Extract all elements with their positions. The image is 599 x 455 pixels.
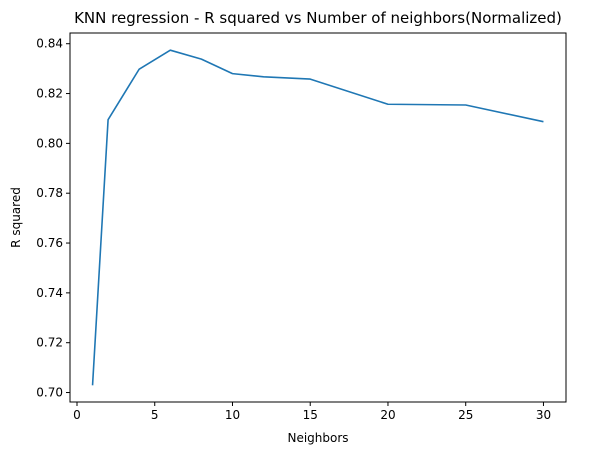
x-tick-label: 10	[225, 408, 240, 422]
y-tick-label: 0.70	[36, 386, 63, 400]
y-tick-label: 0.82	[36, 87, 63, 101]
x-tick-label: 30	[536, 408, 551, 422]
y-tick-label: 0.78	[36, 186, 63, 200]
data-point	[169, 49, 171, 51]
data-point	[138, 68, 140, 70]
data-point	[107, 119, 109, 121]
series-line	[91, 49, 544, 386]
x-tick-label: 20	[380, 408, 395, 422]
axes: 0 5 10 15 20 25 30 0.70 0.72 0.74 0.76 0.78 0.80 0.82…	[36, 37, 551, 422]
data-point	[465, 104, 467, 106]
y-tick-label: 0.80	[36, 136, 63, 150]
x-axis-label: Neighbors	[287, 431, 348, 445]
data-point	[200, 58, 202, 60]
x-tick-label: 0	[73, 408, 81, 422]
data-point	[231, 72, 233, 74]
x-tick-label: 15	[303, 408, 318, 422]
y-axis-label: R squared	[9, 187, 23, 248]
series-layer	[91, 49, 544, 386]
x-tick-label: 5	[151, 408, 159, 422]
data-point	[542, 121, 544, 123]
data-point	[91, 384, 93, 386]
chart-title: KNN regression - R squared vs Number of …	[74, 9, 562, 27]
data-point	[262, 76, 264, 78]
y-tick-label: 0.74	[36, 286, 63, 300]
y-tick-label: 0.72	[36, 336, 63, 350]
plot-frame	[69, 32, 567, 403]
y-tick-label: 0.76	[36, 236, 63, 250]
data-point	[387, 103, 389, 105]
y-tick-label: 0.84	[36, 37, 63, 51]
x-tick-label: 25	[458, 408, 473, 422]
data-point	[309, 78, 311, 80]
